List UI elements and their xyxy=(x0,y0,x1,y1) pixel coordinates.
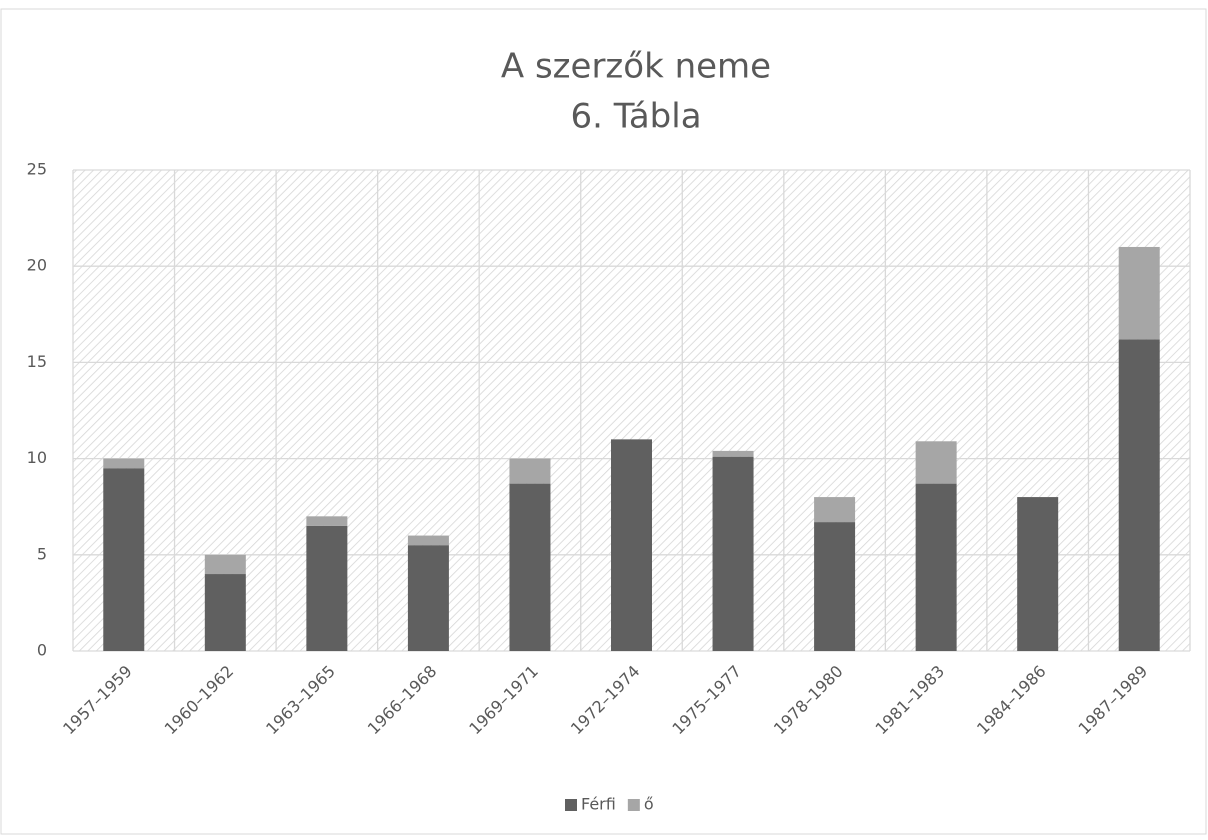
legend-swatch xyxy=(565,799,577,811)
bar-segment xyxy=(1118,246,1160,340)
y-tick-label: 0 xyxy=(37,641,47,660)
bar-segment xyxy=(611,439,652,651)
bar-segment xyxy=(1118,339,1160,651)
bar-segment xyxy=(915,483,957,651)
bar-segment xyxy=(407,535,449,546)
bar-segment xyxy=(814,522,856,651)
bar-segment xyxy=(407,545,449,651)
y-tick-label: 5 xyxy=(37,544,47,563)
y-tick-label: 20 xyxy=(27,256,47,275)
legend-label: Férfi xyxy=(581,795,616,814)
bar-segment xyxy=(306,516,348,526)
bar-segment xyxy=(509,458,551,484)
bar-segment xyxy=(204,554,246,575)
bar-segment xyxy=(103,458,145,469)
bar-segment xyxy=(712,450,754,457)
chart-title: A szerzők neme xyxy=(501,47,771,87)
bar-segment xyxy=(1017,497,1059,651)
y-tick-label: 25 xyxy=(27,160,47,179)
y-tick-label: 10 xyxy=(27,448,47,467)
chart-subtitle: 6. Tábla xyxy=(570,97,701,137)
bar-segment xyxy=(814,497,856,523)
bar-segment xyxy=(103,468,145,651)
bar-segment xyxy=(712,456,754,651)
y-tick-label: 15 xyxy=(27,352,47,371)
bar-segment xyxy=(306,525,348,651)
bar-segment xyxy=(204,574,246,651)
legend-swatch xyxy=(627,799,640,811)
bar-segment xyxy=(915,441,957,484)
legend-label: ő xyxy=(644,795,654,814)
bar-segment xyxy=(509,483,551,651)
